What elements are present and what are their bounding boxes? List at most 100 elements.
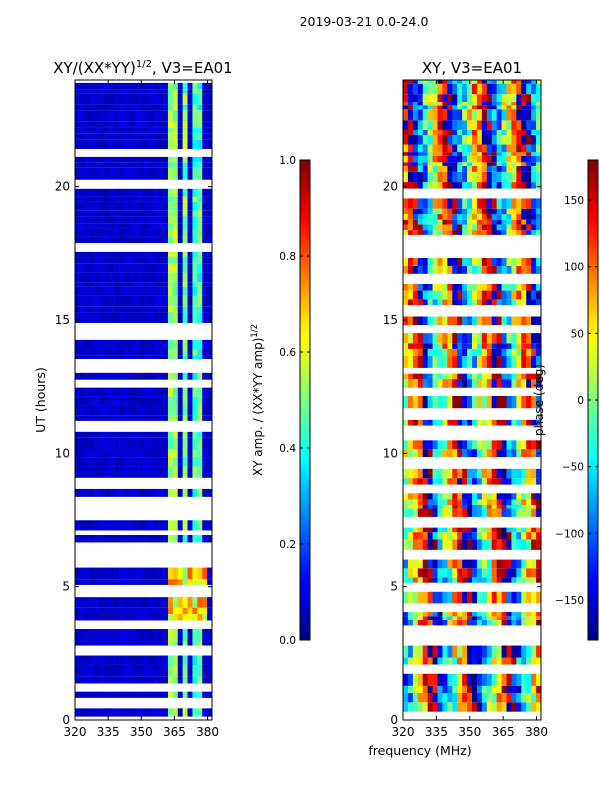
heatmap-cell: [153, 82, 159, 90]
heatmap-cell: [476, 657, 483, 665]
heatmap-cell: [197, 286, 203, 296]
heatmap-cell: [403, 129, 409, 136]
heatmap-cell: [79, 349, 86, 356]
heatmap-cell: [476, 316, 483, 326]
heatmap-cell: [114, 156, 120, 163]
heatmap-cell: [516, 80, 522, 84]
heatmap-cell: [163, 349, 169, 356]
heatmap-cell: [521, 478, 527, 485]
heatmap-cell: [84, 156, 90, 163]
heatmap-cell: [452, 316, 458, 326]
heatmap-cell: [79, 104, 86, 111]
heatmap-cell: [94, 110, 100, 122]
heatmap-cell: [526, 162, 532, 166]
heatmap-cell: [163, 127, 169, 134]
heatmap-cell: [462, 135, 468, 145]
heatmap-cell: [427, 419, 433, 426]
heatmap-cell: [437, 152, 443, 156]
heatmap-cell: [407, 265, 414, 274]
heatmap-cell: [496, 155, 502, 163]
heatmap-cell: [403, 83, 409, 95]
heatmap-cell: [452, 343, 458, 349]
heatmap-cell: [516, 224, 522, 231]
heatmap-cell: [163, 257, 169, 264]
heatmap-cell: [153, 201, 159, 211]
heatmap-cell: [496, 395, 502, 409]
heatmap-cell: [158, 629, 164, 642]
heatmap-cell: [167, 312, 174, 323]
heatmap-cell: [501, 290, 507, 300]
heatmap-cell: [501, 155, 507, 163]
heatmap-cell: [521, 620, 527, 626]
heatmap-cell: [412, 527, 419, 533]
heatmap-cell: [182, 196, 188, 202]
heatmap-cell: [177, 201, 183, 211]
heatmap-cell: [472, 657, 478, 665]
heatmap-cell: [172, 236, 179, 244]
heatmap-cell: [472, 539, 478, 550]
heatmap-cell: [432, 568, 438, 578]
heatmap-cell: [536, 620, 541, 626]
heatmap-cell: [407, 224, 414, 231]
heatmap-cell: [501, 224, 507, 231]
heatmap-cell: [153, 431, 159, 438]
heatmap-cell: [437, 198, 443, 209]
heatmap-cell: [163, 520, 169, 531]
heatmap-cell: [422, 162, 428, 166]
heatmap-cell: [84, 415, 90, 421]
heatmap-cell: [496, 440, 502, 450]
heatmap-cell: [412, 94, 419, 103]
heatmap-cell: [172, 655, 179, 665]
heatmap-cell: [506, 419, 512, 426]
heatmap-cell: [486, 94, 493, 103]
heatmap-cell: [109, 104, 115, 111]
heatmap-cell: [521, 532, 527, 540]
heatmap-cell: [143, 387, 149, 397]
heatmap-cell: [177, 387, 183, 397]
heatmap-cell: [163, 223, 169, 229]
heatmap-cell: [192, 196, 198, 202]
heatmap-cell: [481, 230, 488, 235]
heatmap-cell: [192, 286, 198, 296]
heatmap-cell: [202, 196, 208, 202]
heatmap-cell: [114, 339, 120, 350]
heatmap-cell: [432, 685, 438, 694]
heatmap-cell: [467, 198, 473, 209]
heatmap-cell: [197, 312, 203, 323]
heatmap-cell: [167, 664, 174, 677]
colorbar-tick-label: 0.8: [279, 251, 296, 263]
heatmap-cell: [486, 373, 493, 380]
heatmap-cell: [427, 162, 433, 166]
heatmap-cell: [89, 449, 95, 458]
heatmap-cell: [163, 263, 169, 273]
heatmap-cell: [486, 693, 493, 703]
heatmap-cell: [452, 162, 458, 166]
heatmap-cell: [486, 214, 493, 220]
heatmap-cell: [462, 591, 468, 604]
heatmap-cell: [114, 110, 120, 122]
heatmap-cell: [526, 505, 532, 509]
heatmap-cell: [442, 109, 448, 121]
heatmap-cell: [462, 468, 468, 479]
heatmap-cell: [197, 449, 203, 458]
heatmap-cell: [123, 306, 130, 313]
heatmap-cell: [511, 505, 517, 509]
heatmap-cell: [417, 657, 424, 665]
colorbar-tick-label: 0.0: [279, 635, 296, 647]
heatmap-cell: [182, 121, 188, 128]
heatmap-cell: [417, 612, 424, 617]
heatmap-cell: [128, 295, 135, 307]
heatmap-cell: [89, 488, 95, 497]
heatmap-cell: [432, 591, 438, 604]
heatmap-cell: [491, 258, 497, 266]
heatmap-cell: [486, 559, 493, 569]
heatmap-cell: [422, 591, 428, 604]
heatmap-cell: [202, 339, 208, 350]
heatmap-cell: [481, 94, 488, 103]
heatmap-cell: [501, 109, 507, 121]
heatmap-cell: [182, 567, 188, 580]
heatmap-cell: [531, 478, 537, 485]
heatmap-cell: [427, 657, 433, 665]
heatmap-cell: [526, 219, 532, 225]
heatmap-cell: [437, 559, 443, 569]
